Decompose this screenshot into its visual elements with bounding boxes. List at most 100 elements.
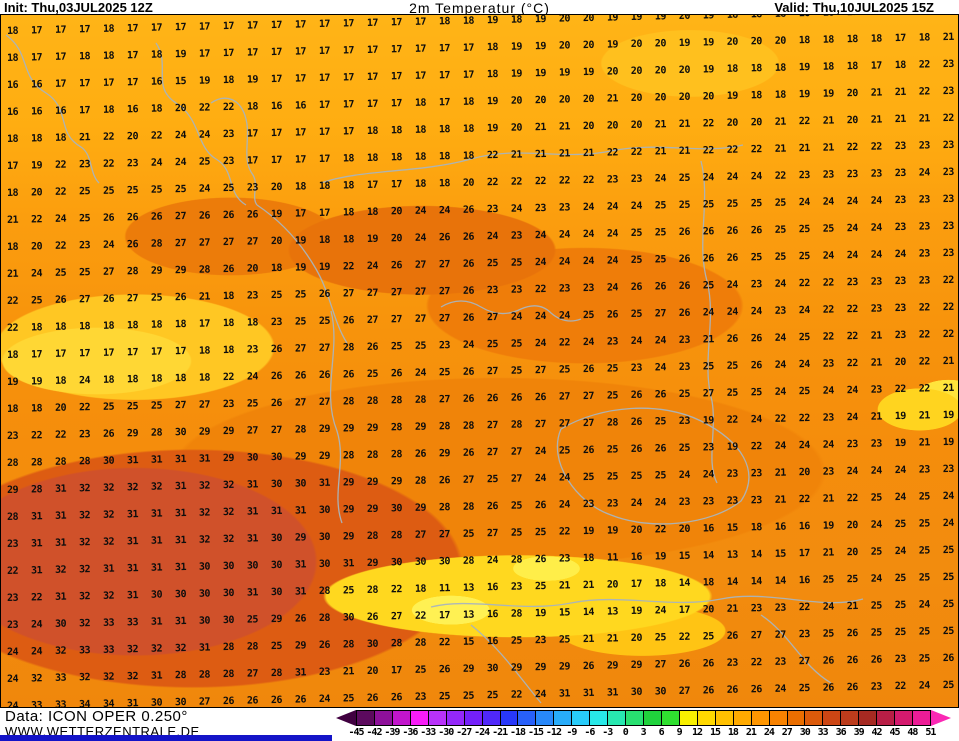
temp-value: 23	[942, 139, 954, 152]
temp-value: 26	[366, 692, 379, 704]
temp-value: 24	[654, 335, 667, 347]
temp-value: 26	[246, 209, 259, 221]
temp-value: 32	[78, 591, 91, 603]
temp-value: 20	[390, 233, 403, 245]
temp-value: 26	[630, 389, 643, 402]
temp-value: 17	[871, 15, 895, 18]
temp-value: 25	[870, 627, 882, 639]
temp-value: 20	[558, 40, 571, 52]
temp-value: 26	[102, 212, 115, 224]
temp-value: 30	[150, 697, 163, 708]
temp-value: 28	[510, 608, 523, 620]
temp-value: 29	[342, 423, 355, 435]
temp-value: 20	[630, 92, 643, 105]
temp-value: 19	[510, 41, 523, 53]
temp-value: 24	[414, 232, 427, 244]
temp-value: 29	[6, 484, 19, 496]
temp-value: 24	[54, 213, 67, 225]
temp-value: 21	[78, 132, 91, 144]
temp-value: 31	[246, 533, 259, 545]
temp-value: 15	[462, 636, 475, 648]
temp-value: 18	[222, 290, 235, 303]
temp-value: 18	[6, 241, 19, 253]
temp-value: 29	[150, 265, 163, 277]
temp-value: 22	[798, 494, 811, 506]
temp-value: 27	[678, 685, 691, 697]
temp-value: 17	[438, 70, 451, 82]
temp-value: 30	[270, 586, 283, 599]
temp-value: 22	[54, 159, 67, 171]
temp-value: 26	[582, 444, 595, 457]
temp-value: 24	[462, 339, 475, 351]
colorbar-label: 42	[871, 727, 883, 738]
temp-value: 20	[678, 523, 691, 535]
temp-value: 20	[702, 91, 715, 103]
temp-value: 24	[702, 469, 715, 481]
temp-value: 22	[822, 331, 834, 343]
temp-value: 25	[486, 258, 499, 270]
temp-value: 26	[750, 360, 763, 372]
temp-value: 21	[6, 268, 19, 280]
temp-value: 24	[846, 465, 858, 478]
temp-value: 28	[342, 396, 355, 408]
temp-value: 18	[414, 151, 427, 163]
colorbar-label: 24	[763, 727, 775, 738]
colorbar-labels: -45 -42 -39 -36 -33 -30 -27 -24 -21 -18 -15 -12 -9 -6…	[336, 727, 956, 740]
temp-value: 26	[726, 252, 739, 264]
temp-value: 25	[870, 492, 882, 504]
temp-value: 22	[894, 383, 906, 396]
temp-value: 29	[630, 659, 643, 672]
temp-value: 23	[726, 495, 739, 507]
colorbar-label: -24	[474, 727, 490, 738]
temp-value: 21	[198, 291, 211, 303]
temp-value: 20	[558, 94, 571, 106]
temp-value: 22	[702, 145, 715, 157]
temp-value: 27	[486, 528, 499, 540]
temp-value: 30	[174, 427, 187, 439]
temp-value: 27	[510, 446, 523, 458]
temp-value: 18	[846, 60, 858, 73]
temp-value: 17	[847, 15, 871, 18]
temp-value: 24	[654, 173, 667, 185]
temp-value: 24	[174, 157, 187, 169]
temp-value: 30	[270, 451, 283, 464]
colorbar-label: -3	[602, 727, 613, 738]
temp-value: 32	[54, 645, 67, 657]
colorbar-label: 30	[799, 727, 811, 738]
temp-value: 23	[582, 282, 595, 295]
temp-value: 24	[534, 310, 547, 323]
temp-value: 25	[582, 309, 595, 322]
temp-value: 26	[750, 225, 763, 237]
temp-value: 27	[222, 236, 235, 249]
temp-value: 27	[414, 313, 427, 325]
temp-value: 17	[390, 179, 403, 191]
temp-value: 26	[606, 309, 619, 321]
temp-value: 25	[918, 518, 930, 530]
temp-value: 22	[390, 584, 403, 596]
temp-value: 25	[438, 367, 451, 379]
temp-value: 27	[78, 294, 91, 306]
temp-value: 28	[318, 612, 331, 625]
temp-value: 25	[366, 368, 379, 380]
temp-value: 22	[6, 322, 19, 334]
temp-value: 32	[102, 671, 115, 683]
temp-value: 24	[870, 222, 882, 234]
temp-value: 16	[486, 582, 499, 594]
temp-value: 19	[270, 208, 283, 221]
temp-value: 31	[606, 687, 619, 699]
temp-value: 23	[918, 248, 930, 260]
temp-value: 27	[414, 529, 427, 541]
temp-value: 31	[126, 536, 139, 548]
temp-value: 25	[534, 580, 547, 593]
temp-value: 18	[390, 125, 403, 137]
temp-value: 23	[414, 691, 427, 703]
temp-value: 20	[606, 120, 619, 132]
temp-value: 31	[126, 698, 139, 708]
temp-value: 14	[750, 576, 763, 588]
temp-value: 20	[270, 235, 283, 248]
temp-value: 24	[582, 201, 595, 214]
temp-value: 27	[750, 630, 763, 642]
temp-value: 26	[318, 288, 331, 301]
temp-value: 25	[822, 574, 834, 586]
temp-value: 18	[78, 321, 91, 333]
